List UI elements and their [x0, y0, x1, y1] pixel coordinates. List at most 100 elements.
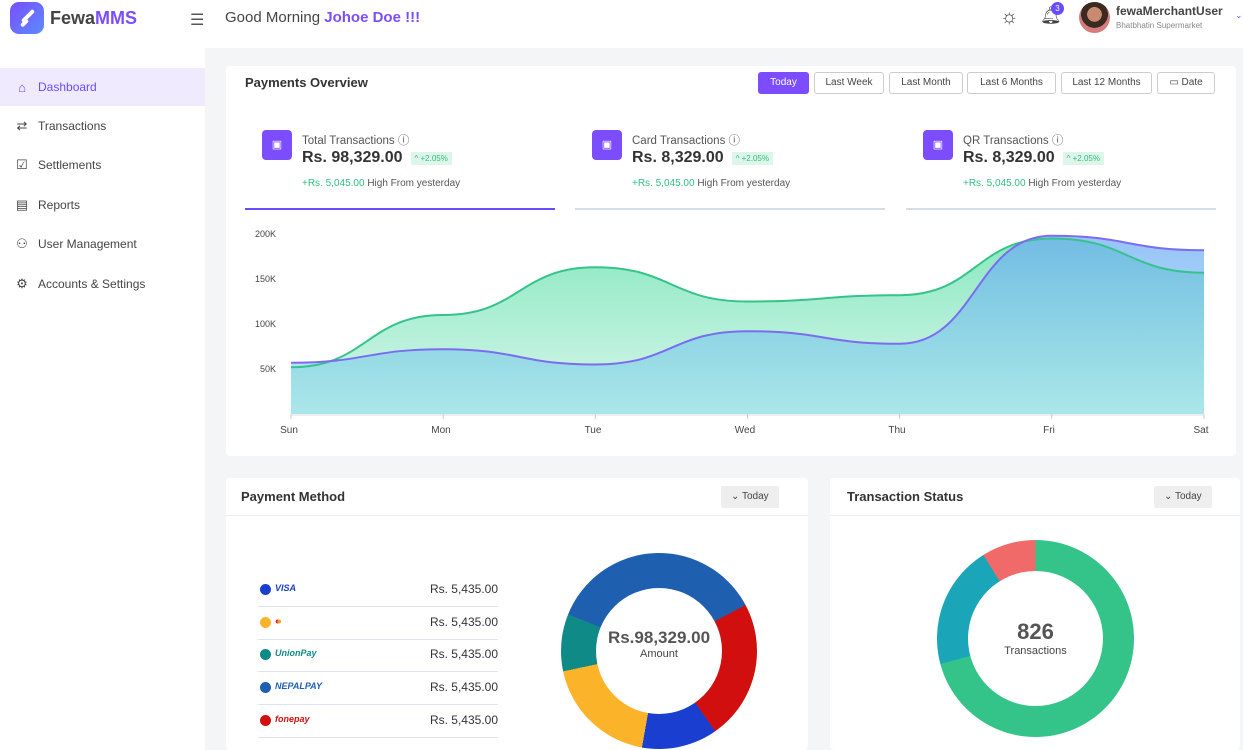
- y-tick: 100K: [254, 319, 276, 329]
- payment-amount: Rs. 5,435.00: [429, 614, 498, 629]
- stat-pct: ^ +2.05%: [410, 151, 452, 165]
- stat-delta: +Rs. 5,045.00 High From yesterday: [302, 178, 461, 189]
- card-brand-logo: NEPALPAY: [275, 681, 323, 692]
- stat-delta: +Rs. 5,045.00 High From yesterday: [632, 178, 791, 189]
- y-tick: 150K: [254, 274, 276, 284]
- label: Accounts & Settings: [38, 277, 146, 291]
- payment-amount: Rs. 5,435.00: [429, 712, 498, 727]
- card-brand-logo: UnionPay: [275, 648, 317, 659]
- legend-dot: [260, 682, 271, 694]
- x-tick: Thu: [888, 425, 906, 436]
- legend-dot: [260, 649, 271, 661]
- total-label: Amount: [640, 648, 678, 660]
- payment-method-period-dropdown[interactable]: ⌄ Today: [721, 486, 779, 508]
- sidebar-item-user-management[interactable]: ⚇ User Management: [0, 225, 205, 263]
- stat-qr-transactions[interactable]: ▣ QR Transactions ⓘ Rs. 8,329.00 ^ +2.05…: [906, 128, 1216, 210]
- stat-value-row: Rs. 8,329.00 ^ +2.05%: [632, 149, 773, 167]
- stat-pct: ^ +2.05%: [1062, 151, 1104, 165]
- filter-last-6-months[interactable]: Last 6 Months: [967, 72, 1056, 94]
- payment-amount: Rs. 5,435.00: [429, 647, 498, 662]
- stat-label: Total Transactions ⓘ: [302, 135, 410, 147]
- y-tick: 200K: [254, 229, 276, 239]
- card-title: Transaction Status: [847, 489, 964, 504]
- info-icon: ⓘ: [1051, 135, 1064, 147]
- transaction-status-period-dropdown[interactable]: ⌄ Today: [1154, 486, 1212, 508]
- x-tick: Wed: [734, 425, 756, 436]
- payment-method-row: VISA Rs. 5,435.00: [258, 574, 498, 607]
- sidebar-item-dashboard[interactable]: ⌂ Dashboard: [0, 68, 205, 106]
- logo-icon: [10, 2, 44, 34]
- brand: FewaMMS: [50, 8, 138, 28]
- clipboard-icon: ▤: [15, 197, 29, 212]
- money-icon: ▣: [923, 130, 953, 160]
- x-tick: Mon: [431, 425, 451, 436]
- payment-method-row: ●● Rs. 5,435.00: [258, 607, 498, 640]
- y-tick: 50K: [259, 364, 276, 374]
- sidebar: ⌂ Dashboard ⇄ Transactions ☑ Settlements ▤ R…: [0, 48, 205, 750]
- card-title: Payments Overview: [245, 75, 368, 90]
- stat-card-transactions[interactable]: ▣ Card Transactions ⓘ Rs. 8,329.00 ^ +2.…: [575, 128, 885, 210]
- label: User Management: [38, 237, 137, 251]
- label: Date: [1181, 77, 1203, 88]
- info-icon: ⓘ: [397, 135, 410, 147]
- count-label: Transactions: [1004, 645, 1067, 657]
- legend-dot: [260, 616, 271, 628]
- mastercard-logo-icon: ●●: [275, 615, 282, 626]
- theme-toggle-sun-icon[interactable]: ☼: [1000, 6, 1019, 28]
- info-icon: ⓘ: [728, 135, 741, 147]
- x-tick: Sat: [1193, 425, 1209, 436]
- greeting: Good Morning Johoe Doe !!!: [225, 9, 421, 26]
- money-icon: ▣: [262, 130, 292, 160]
- gear-icon: ⚙: [16, 276, 28, 291]
- x-tick: Fri: [1043, 425, 1055, 436]
- legend-dot: [260, 714, 271, 726]
- filter-last-week[interactable]: Last Week: [814, 72, 884, 94]
- filter-last-12-months[interactable]: Last 12 Months: [1061, 72, 1152, 94]
- sidebar-item-reports[interactable]: ▤ Reports: [0, 186, 205, 224]
- card-brand-logo: fonepay: [275, 713, 310, 724]
- stat-value-row: Rs. 8,329.00 ^ +2.05%: [963, 149, 1104, 167]
- sidebar-item-accounts-settings[interactable]: ⚙ Accounts & Settings: [0, 265, 205, 303]
- stat-value: Rs. 98,329.00: [302, 149, 403, 166]
- transaction-count: 826: [1017, 619, 1054, 644]
- stat-underline: [906, 208, 1216, 210]
- donut-center: Rs.98,329.00 Amount: [596, 588, 722, 714]
- divider: [830, 515, 1240, 516]
- store-name: Bhatbhatin Supermarket: [1116, 21, 1203, 30]
- stat-delta: +Rs. 5,045.00 High From yesterday: [963, 178, 1122, 189]
- filter-last-month[interactable]: Last Month: [889, 72, 963, 94]
- payment-amount: Rs. 5,435.00: [429, 680, 498, 695]
- arrows-icon: ⇄: [16, 118, 28, 133]
- stat-underline: [245, 208, 555, 210]
- chevron-down-icon[interactable]: ⌄: [1235, 10, 1243, 20]
- label: Transactions: [38, 119, 107, 133]
- label: Reports: [38, 198, 81, 212]
- stat-value: Rs. 8,329.00: [632, 149, 724, 166]
- top-bar: FewaMMS ☰ Good Morning Johoe Doe !!! ☼ 🔔…: [0, 0, 1243, 48]
- users-icon: ⚇: [16, 236, 28, 251]
- user-menu[interactable]: fewaMerchantUser Bhatbhatin Supermarket: [1116, 4, 1232, 30]
- stat-total-transactions[interactable]: ▣ Total Transactions ⓘ Rs. 98,329.00 ^ +…: [245, 128, 555, 210]
- menu-icon[interactable]: ☰: [190, 12, 205, 29]
- x-tick: Sun: [280, 425, 298, 436]
- avatar[interactable]: [1079, 2, 1110, 33]
- label: Settlements: [38, 158, 102, 172]
- x-tick: Tue: [584, 425, 602, 436]
- label: Dashboard: [38, 80, 97, 94]
- filter-date[interactable]: ▭ Date: [1157, 72, 1215, 94]
- filter-today[interactable]: Today: [758, 72, 809, 94]
- notification-badge: 3: [1051, 2, 1064, 15]
- username[interactable]: fewaMerchantUser: [1116, 4, 1223, 18]
- payment-method-row: UnionPay Rs. 5,435.00: [258, 639, 498, 673]
- sidebar-item-settlements[interactable]: ☑ Settlements: [0, 146, 205, 184]
- check-square-icon: ☑: [16, 157, 28, 172]
- stat-underline: [575, 208, 885, 210]
- payments-overview-card: [226, 66, 1236, 456]
- stat-label: Card Transactions ⓘ: [632, 135, 741, 147]
- label: Today: [1174, 491, 1202, 502]
- stat-value-row: Rs. 98,329.00 ^ +2.05%: [302, 149, 452, 167]
- card-brand-logo: VISA: [275, 583, 297, 593]
- payment-method-row: NEPALPAY Rs. 5,435.00: [258, 672, 498, 706]
- label: Today: [741, 491, 769, 502]
- sidebar-item-transactions[interactable]: ⇄ Transactions: [0, 107, 205, 145]
